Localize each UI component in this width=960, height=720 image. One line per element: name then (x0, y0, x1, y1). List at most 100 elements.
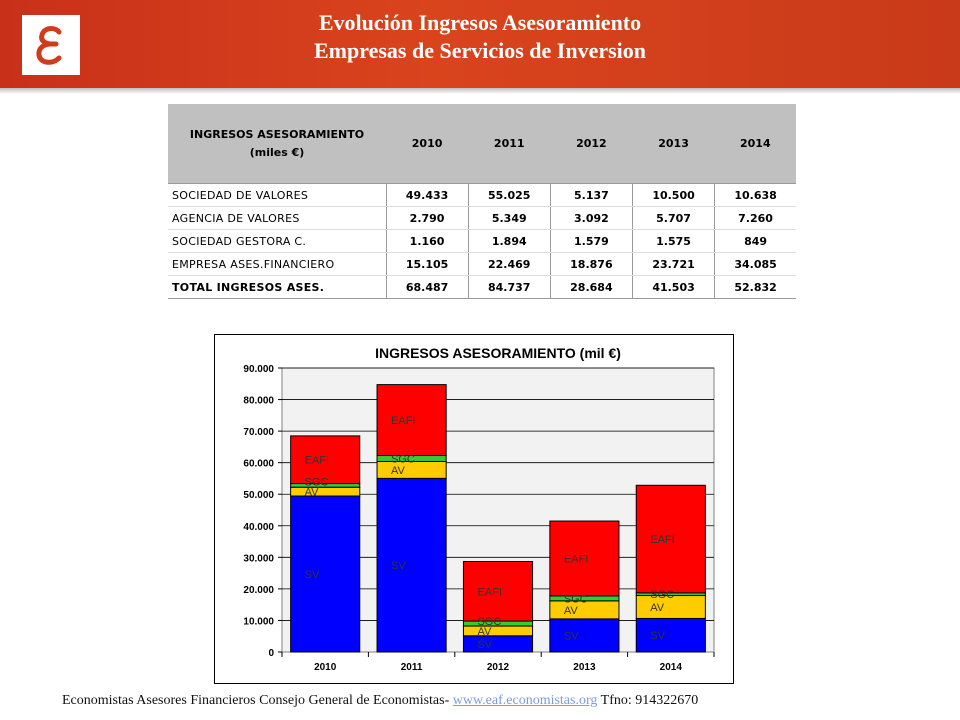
income-table: INGRESOS ASESORAMIENTO (miles €) 2010 20… (168, 104, 796, 299)
table-header-year: 2011 (468, 104, 551, 184)
x-tick-label: 2014 (660, 662, 683, 673)
row-label: EMPRESA ASES.FINANCIERO (168, 252, 386, 276)
table-cell: 68.487 (385, 275, 469, 299)
bar-segment-label: AV (391, 465, 406, 477)
table-cell: 10.500 (631, 183, 715, 207)
bar-segment-eafi (462, 560, 534, 622)
bar-segment-sv (635, 617, 706, 653)
table-row: AGENCIA DE VALORES 2.790 5.349 3.092 5.7… (168, 206, 796, 230)
table-header-year: 2014 (714, 104, 796, 184)
y-tick-label: 50.000 (243, 490, 274, 501)
bar-segment-label: SV (564, 630, 579, 642)
row-label: SOCIEDAD DE VALORES (168, 183, 386, 207)
bar-segment-label: EAFI (305, 455, 329, 467)
table-cell: 22.469 (467, 252, 551, 276)
bar-segment-label: EAFI (391, 415, 415, 427)
y-tick-label: 80.000 (243, 396, 274, 407)
bar-segment-eafi (549, 520, 620, 597)
table-cell: 5.349 (467, 206, 551, 230)
header-shadow (0, 88, 960, 94)
table-cell: 49.433 (385, 183, 469, 207)
table-cell: 849 (714, 229, 796, 253)
y-tick-label: 20.000 (243, 585, 274, 596)
x-tick-label: 2013 (573, 662, 596, 673)
stacked-bar-chart: INGRESOS ASESORAMIENTO (mil €) 0 10.000 20.… (214, 334, 734, 684)
table-cell: 23.721 (631, 252, 715, 276)
table-total-row: TOTAL INGRESOS ASES. 68.487 84.737 28.68… (168, 275, 796, 299)
table-cell: 10.638 (714, 183, 796, 207)
bar-segment-sv (462, 635, 534, 653)
footer-text: Economistas Asesores Financieros Consejo… (62, 693, 453, 708)
table-header-year: 2013 (632, 104, 715, 184)
y-tick-label: 0 (268, 648, 274, 659)
table-header-label-line1: INGRESOS ASESORAMIENTO (189, 127, 365, 141)
footer-link[interactable]: www.eaf.economistas.org (452, 693, 598, 708)
bar-segment-label: AV (477, 626, 492, 638)
table-cell: 1.575 (631, 229, 715, 253)
table-cell: 34.085 (714, 252, 796, 276)
bar-segment-label: SGC (391, 453, 415, 465)
table-header-year: 2012 (550, 104, 633, 184)
chart-title: INGRESOS ASESORAMIENTO (mil €) (375, 345, 621, 361)
bar-segment-eafi (635, 484, 706, 594)
bar-segment-label: AV (650, 602, 665, 614)
table-cell: 84.737 (467, 275, 551, 299)
table-cell: 15.105 (385, 252, 469, 276)
bar-segment-sv (290, 495, 361, 653)
bar-segment-label: SGC (650, 589, 674, 601)
footer: Economistas Asesores Financieros Consejo… (62, 693, 942, 709)
bar-segment-label: SGC (564, 593, 588, 605)
epsilon-logo-icon (22, 15, 80, 75)
bar-segment-label: SGC (477, 616, 501, 628)
table-cell: 2.790 (385, 206, 469, 230)
bar-segment-label: SV (305, 569, 320, 581)
y-tick-label: 40.000 (243, 522, 274, 533)
y-tick-label: 60.000 (243, 459, 274, 470)
table-cell: 18.876 (549, 252, 633, 276)
x-tick-label: 2010 (314, 662, 337, 673)
y-tick-label: 70.000 (243, 427, 274, 438)
table-header-row: INGRESOS ASESORAMIENTO (miles €) 2010 20… (168, 104, 796, 184)
bar-segment-eafi (376, 384, 447, 457)
bar-segment-eafi (290, 435, 361, 485)
table-cell: 1.160 (385, 229, 469, 253)
bar-segment-sv (376, 477, 447, 653)
bar-segment-label: EAFI (564, 553, 588, 565)
x-tick-label: 2011 (401, 662, 423, 673)
header-bar: Evolución Ingresos Asesoramiento Empresa… (0, 0, 960, 88)
table-cell: 28.684 (549, 275, 633, 299)
bar-segment-label: AV (305, 487, 320, 499)
row-label: SOCIEDAD GESTORA C. (168, 229, 386, 253)
table-header-label-line2: (miles €) (249, 145, 305, 159)
y-tick-label: 90.000 (243, 364, 274, 375)
bar-segment-sv (549, 618, 620, 653)
table-row: SOCIEDAD DE VALORES 49.433 55.025 5.137 … (168, 183, 796, 207)
page-subtitle: Empresas de Servicios de Inversion (313, 38, 647, 63)
bar-segment-label: SGC (305, 477, 329, 489)
bar-segment-label: EAFI (650, 534, 674, 546)
table-cell: 5.707 (631, 206, 715, 230)
table-header-label: INGRESOS ASESORAMIENTO (miles €) (168, 104, 386, 184)
table-header-year: 2010 (386, 104, 469, 184)
table-cell: 7.260 (714, 206, 796, 230)
bar-segment-label: EAFI (477, 586, 501, 598)
table-cell: 52.832 (714, 275, 796, 299)
table-cell: 41.503 (631, 275, 715, 299)
bar-segment-label: SV (650, 630, 665, 642)
table-cell: 1.579 (549, 229, 633, 253)
y-tick-label: 10.000 (243, 616, 274, 627)
row-label: AGENCIA DE VALORES (168, 206, 386, 230)
bar-segment-label: AV (564, 605, 579, 617)
table-cell: 5.137 (549, 183, 633, 207)
bar-segment-label: SV (391, 560, 406, 572)
x-tick-label: 2012 (487, 662, 510, 673)
table-row: SOCIEDAD GESTORA C. 1.160 1.894 1.579 1.… (168, 229, 796, 253)
bar-segment-label: SV (477, 639, 492, 651)
row-label: TOTAL INGRESOS ASES. (168, 275, 386, 299)
table-cell: 1.894 (467, 229, 551, 253)
y-tick-label: 30.000 (243, 553, 274, 564)
table-cell: 55.025 (467, 183, 551, 207)
table-cell: 3.092 (549, 206, 633, 230)
footer-phone: Tfno: 914322670 (597, 693, 699, 708)
table-row: EMPRESA ASES.FINANCIERO 15.105 22.469 18… (168, 252, 796, 276)
